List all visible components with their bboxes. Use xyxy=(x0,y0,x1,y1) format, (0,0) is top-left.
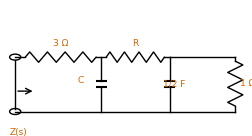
Text: 1/2 F: 1/2 F xyxy=(163,80,185,89)
Text: 1 Ω: 1 Ω xyxy=(239,79,252,88)
Text: 3 Ω: 3 Ω xyxy=(53,39,68,48)
Text: C: C xyxy=(77,76,83,85)
Text: Z(s): Z(s) xyxy=(10,128,28,136)
Text: R: R xyxy=(132,39,138,48)
